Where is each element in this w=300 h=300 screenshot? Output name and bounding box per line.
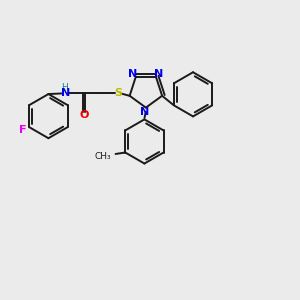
Text: H: H [61,83,68,92]
Text: S: S [114,88,122,98]
Text: F: F [19,124,27,134]
Text: N: N [154,69,164,79]
Text: N: N [128,69,137,79]
Text: CH₃: CH₃ [94,152,111,161]
Text: N: N [140,107,149,117]
Text: O: O [79,110,88,120]
Text: N: N [61,88,70,98]
